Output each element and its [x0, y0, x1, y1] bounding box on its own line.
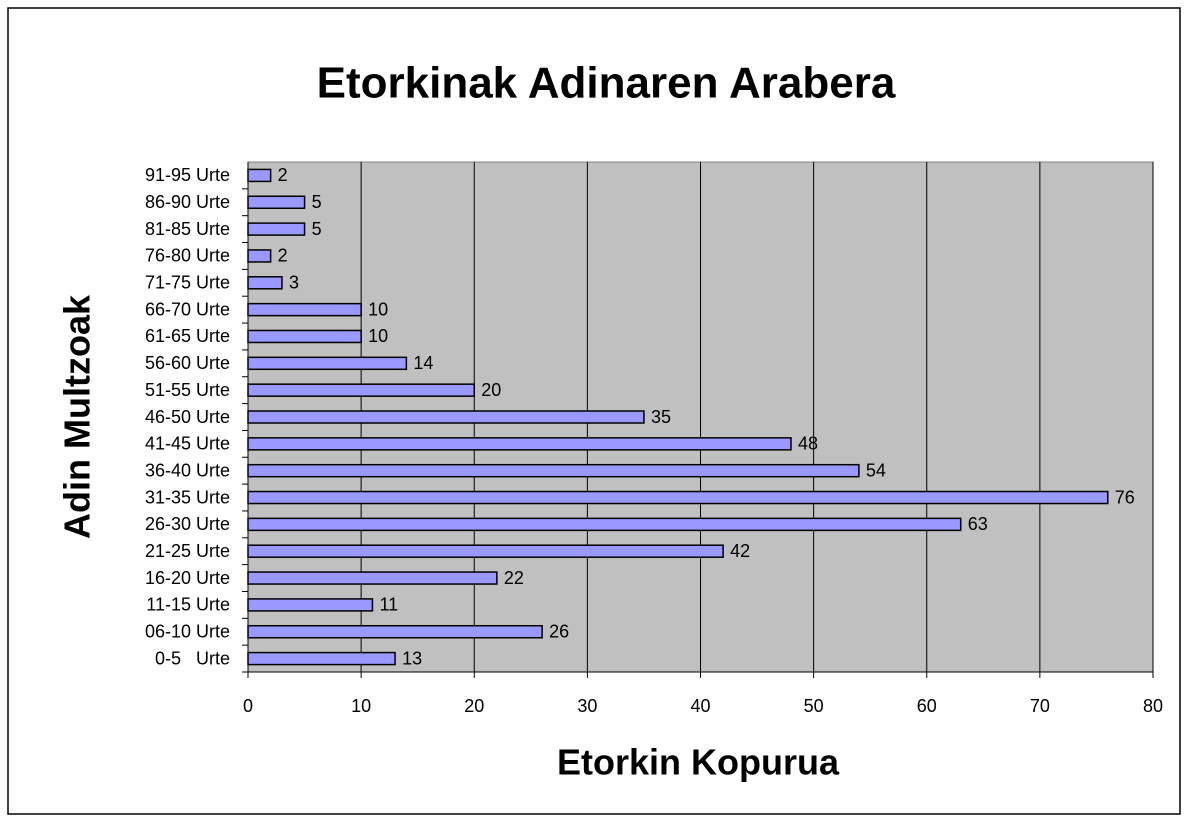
data-label: 20	[481, 380, 501, 400]
y-tick-label: 76-80 Urte	[145, 246, 230, 266]
x-tick-label: 80	[1143, 696, 1163, 716]
y-tick-label: 31-35 Urte	[145, 487, 230, 507]
x-axis-title: Etorkin Kopurua	[557, 742, 840, 783]
data-label: 35	[651, 407, 671, 427]
y-tick-label: 11-15 Urte	[146, 595, 230, 615]
bar	[247, 383, 475, 397]
bar	[247, 195, 306, 210]
x-tick-label: 20	[464, 696, 484, 716]
y-tick-label: 81-85 Urte	[145, 219, 230, 239]
bar	[247, 463, 860, 478]
data-label: 2	[278, 246, 288, 266]
data-label: 5	[312, 192, 322, 212]
bar	[247, 624, 543, 639]
y-tick-label: 71-75 Urte	[145, 273, 230, 293]
data-label: 3	[289, 273, 299, 293]
x-tick-label: 50	[804, 696, 824, 716]
x-tick-label: 60	[917, 696, 937, 716]
bar	[247, 356, 408, 371]
data-label: 48	[798, 434, 818, 454]
bar	[247, 410, 645, 424]
data-label: 54	[866, 460, 886, 480]
data-label: 14	[413, 353, 433, 373]
y-tick-label: 16-20 Urte	[145, 568, 230, 588]
bar	[247, 276, 283, 290]
data-label: 22	[504, 568, 524, 588]
y-tick-label: 36-40 Urte	[145, 460, 230, 480]
bar	[247, 302, 362, 317]
y-tick-label: 06-10 Urte	[145, 621, 230, 641]
y-tick-label: 0-5 Urte	[155, 648, 230, 668]
data-label: 42	[730, 541, 750, 561]
y-tick-label: 61-65 Urte	[145, 326, 230, 346]
data-label: 10	[368, 326, 388, 346]
data-label: 10	[368, 299, 388, 319]
bar	[247, 490, 1109, 505]
y-tick-label: 51-55 Urte	[145, 380, 230, 400]
bar	[247, 571, 498, 585]
bar	[247, 544, 724, 558]
bar	[247, 651, 396, 666]
bar	[247, 517, 962, 532]
data-label: 13	[402, 648, 422, 668]
y-tick-label: 46-50 Urte	[145, 407, 230, 427]
data-label: 2	[278, 165, 288, 185]
data-label: 26	[549, 621, 569, 641]
y-tick-label: 21-25 Urte	[145, 541, 230, 561]
data-label: 63	[968, 514, 988, 534]
x-tick-label: 70	[1030, 696, 1050, 716]
bar	[247, 437, 792, 451]
bar	[247, 329, 362, 344]
bar	[247, 222, 306, 236]
y-tick-label: 91-95 Urte	[145, 165, 230, 185]
y-tick-label: 26-30 Urte	[145, 514, 230, 534]
x-tick-label: 0	[243, 696, 253, 716]
y-tick-label: 66-70 Urte	[145, 299, 230, 319]
x-tick-label: 40	[690, 696, 710, 716]
y-tick-label: 86-90 Urte	[145, 192, 230, 212]
y-axis-title: Adin Multzoak	[57, 294, 98, 539]
data-label: 11	[379, 595, 398, 615]
y-tick-label: 41-45 Urte	[145, 434, 230, 454]
x-tick-label: 10	[351, 696, 371, 716]
x-tick-label: 30	[577, 696, 597, 716]
bar	[247, 598, 374, 612]
bar	[247, 168, 272, 183]
bar	[247, 249, 272, 263]
y-tick-label: 56-60 Urte	[145, 353, 230, 373]
chart-title: Etorkinak Adinaren Arabera	[317, 59, 896, 108]
data-label: 5	[312, 219, 322, 239]
data-label: 76	[1115, 487, 1135, 507]
